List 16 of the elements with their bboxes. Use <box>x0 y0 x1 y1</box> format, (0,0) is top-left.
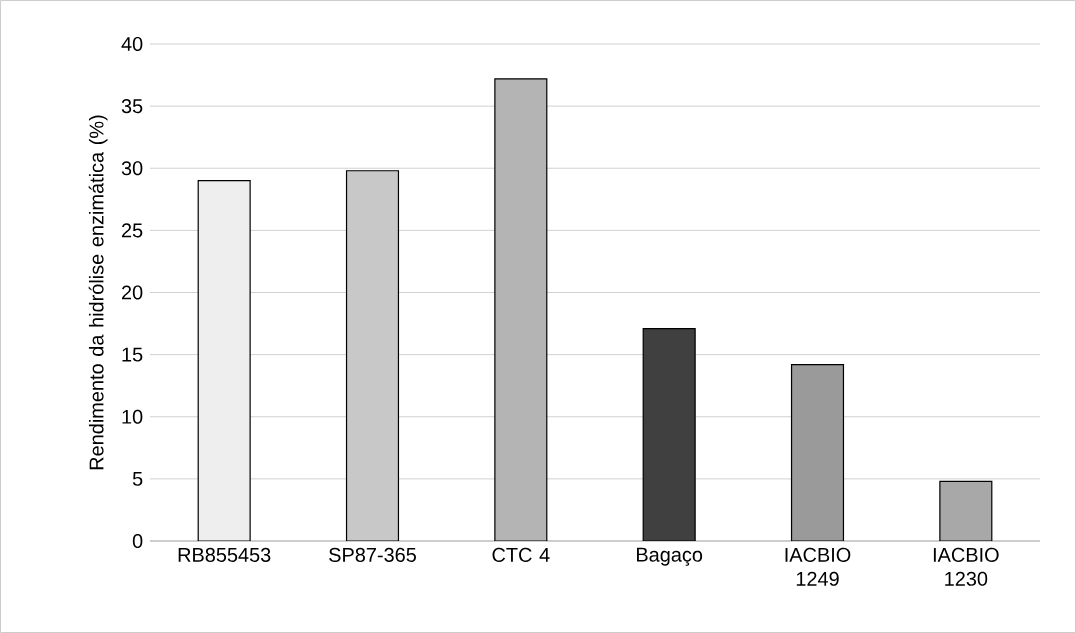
x-tick-label: Bagaço <box>637 547 703 566</box>
y-tick-label: 20 <box>122 285 143 300</box>
y-tick-label: 35 <box>121 99 143 114</box>
x-tick-label: SP87-365 <box>329 547 416 562</box>
y-tick-label: 5 <box>132 471 143 486</box>
x-tick-label: RB855453 <box>178 547 271 562</box>
x-tick-label: IACBIO 1230 <box>933 547 999 586</box>
x-tick-label: CTC 4 <box>492 547 550 562</box>
y-tick-label: 0 <box>132 533 143 549</box>
y-axis-title: Rendimento da hidrólise enzimática (%) <box>88 115 108 470</box>
y-tick-label: 40 <box>121 36 143 52</box>
y-tick-label: 15 <box>122 347 143 362</box>
y-tick-label: 10 <box>122 409 143 424</box>
y-tick-label: 30 <box>121 161 143 176</box>
y-tick-label: 25 <box>122 223 143 238</box>
x-tick-label: IACBIO 1249 <box>785 547 851 586</box>
